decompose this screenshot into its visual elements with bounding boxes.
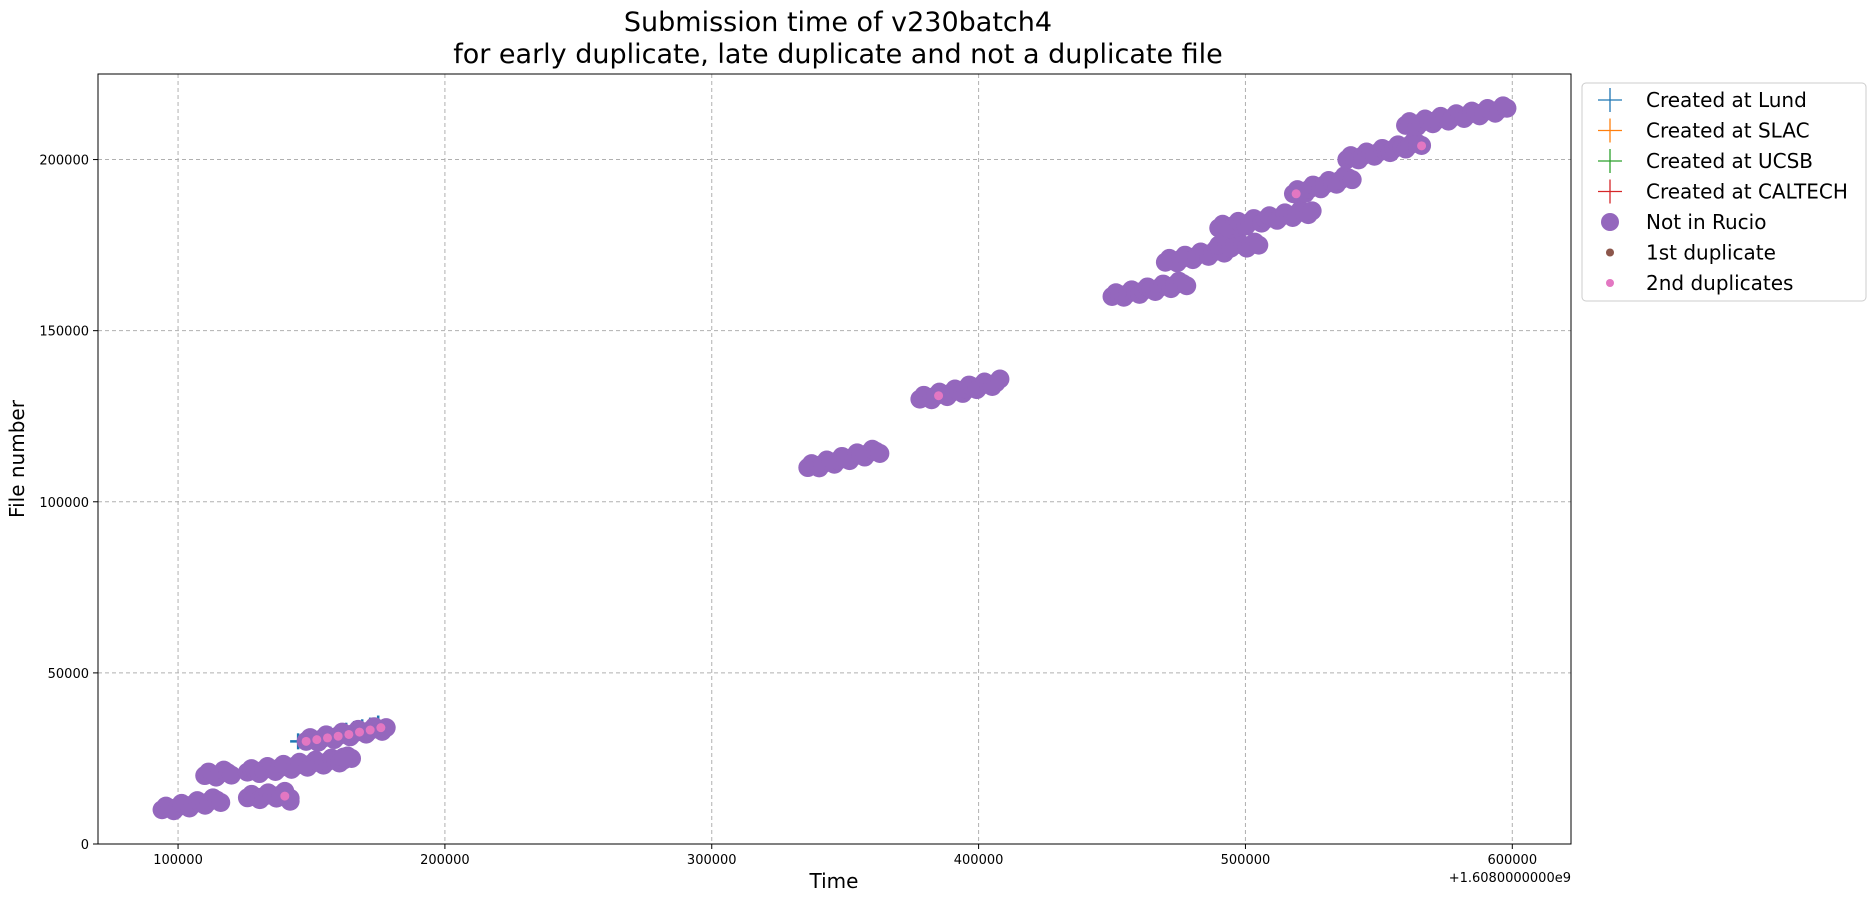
axis-ticks: 100000 200000 300000 400000 500000 600000 0 500… [39, 154, 1537, 868]
not-in-rucio-marker [376, 718, 396, 738]
legend-label: Created at SLAC [1646, 119, 1810, 143]
x-tick-label: 200000 [420, 853, 470, 868]
x-tick-label: 300000 [687, 853, 737, 868]
legend-plus-icon [1598, 88, 1622, 112]
legend-small-dot-icon [1606, 279, 1614, 287]
x-axis-title: Time [809, 869, 859, 893]
x-tick-label: 500000 [1221, 853, 1271, 868]
second-duplicate-marker [1417, 141, 1427, 151]
chart-title-line2: for early duplicate, late duplicate and … [453, 39, 1223, 70]
second-duplicate-marker [344, 729, 354, 739]
y-tick-label: 200000 [39, 154, 89, 169]
legend-small-dot-icon [1606, 248, 1614, 257]
not-in-rucio-marker [221, 765, 241, 785]
not-in-rucio-marker [1497, 98, 1517, 118]
legend-plus-icon [1598, 118, 1622, 143]
legend: Created at Lund Created at SLAC Created at… [1581, 82, 1867, 302]
not-in-rucio-marker [1249, 235, 1269, 255]
second-duplicate-marker [355, 727, 365, 737]
y-tick-label: 100000 [39, 496, 89, 511]
second-duplicate-marker [301, 736, 311, 746]
legend-label: Not in Rucio [1646, 210, 1766, 234]
x-tick-label: 400000 [954, 853, 1004, 868]
second-duplicate-marker [1291, 189, 1301, 199]
plot-frame [97, 73, 1572, 845]
not-in-rucio-marker [1302, 201, 1322, 221]
second-duplicate-marker [376, 723, 386, 733]
second-duplicate-marker [312, 735, 322, 745]
second-duplicate-marker [322, 733, 332, 743]
y-tick-label: 50000 [48, 667, 89, 682]
legend-plus-icon [1598, 179, 1622, 204]
legend-label: 1st duplicate [1646, 241, 1776, 265]
second-duplicate-marker [280, 791, 290, 801]
y-axis-title: File number [5, 399, 29, 518]
y-tick-label: 0 [81, 838, 89, 853]
not-in-rucio-marker [870, 443, 890, 463]
not-in-rucio-marker [1177, 276, 1197, 296]
second-duplicate-marker [333, 731, 343, 741]
x-tick-label: 100000 [153, 853, 203, 868]
chart-title-line1: Submission time of v230batch4 [624, 7, 1052, 38]
legend-dot-icon [1601, 213, 1619, 231]
legend-label: Created at Lund [1646, 88, 1807, 112]
x-tick-label: 600000 [1487, 853, 1537, 868]
not-in-rucio-marker [990, 369, 1010, 389]
legend-label: Created at UCSB [1646, 149, 1813, 173]
x-axis-offset-label: +1.6080000000e9 [1449, 871, 1571, 886]
not-in-rucio-marker [334, 747, 353, 767]
legend-label: 2nd duplicates [1646, 271, 1793, 295]
y-tick-label: 150000 [39, 325, 89, 340]
legend-label: Created at CALTECH [1646, 180, 1848, 204]
legend-frame [1581, 82, 1867, 302]
plot-markers [152, 96, 1517, 821]
not-in-rucio-marker [211, 793, 231, 813]
second-duplicate-marker [365, 725, 375, 735]
not-in-rucio-marker [1342, 170, 1362, 190]
second-duplicate-marker [934, 391, 944, 401]
legend-plus-icon [1598, 149, 1622, 173]
